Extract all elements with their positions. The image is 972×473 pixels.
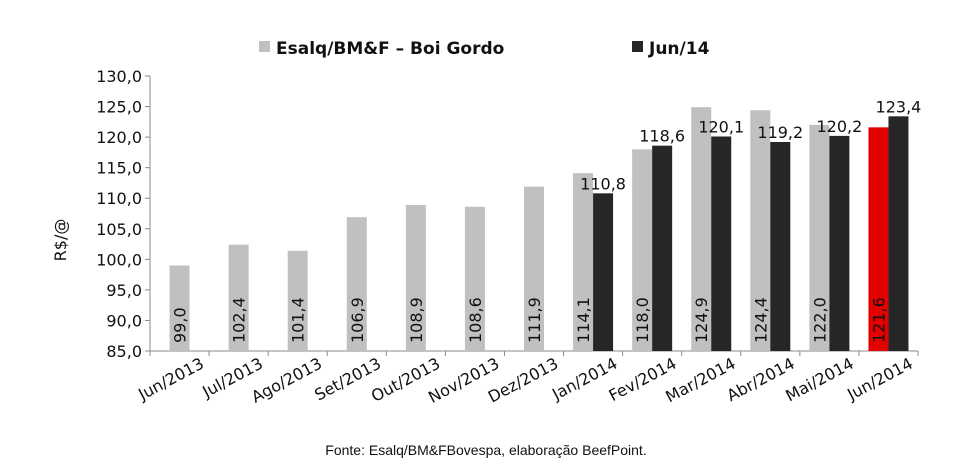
data-label-esalq: 99,0: [171, 307, 190, 343]
bar-esalq: [809, 124, 830, 351]
legend-swatch-esalq: [259, 41, 270, 52]
legend-label-esalq: Esalq/BM&F – Boi Gordo: [276, 39, 504, 59]
data-label-esalq: 124,9: [692, 297, 711, 343]
bar-esalq: [524, 186, 544, 351]
data-label-jun14: 120,2: [816, 117, 862, 136]
x-tick-label: Jun/2014: [843, 354, 916, 405]
legend-swatch-jun14: [632, 41, 643, 52]
x-tick-label: Mai/2014: [782, 354, 856, 406]
bars: [169, 107, 909, 352]
y-tick-label: 90,0: [106, 311, 142, 330]
bar-jun14: [593, 193, 614, 351]
legend-label-jun14: Jun/14: [648, 39, 710, 59]
y-tick-label: 95,0: [106, 281, 142, 300]
bar-esalq: [573, 173, 594, 351]
data-label-jun14: 123,4: [876, 97, 922, 116]
data-label-jun14: 120,1: [698, 118, 744, 137]
bar-jun14: [888, 116, 909, 351]
data-label-esalq: 124,4: [751, 297, 770, 343]
data-label-esalq: 106,9: [348, 297, 367, 343]
bar-esalq: [228, 244, 249, 351]
y-tick-label: 115,0: [96, 159, 142, 178]
bar-jun14: [652, 145, 673, 351]
data-label-esalq: 111,9: [525, 297, 544, 343]
data-label-jun14: 118,6: [639, 127, 685, 146]
y-tick-label: 100,0: [96, 250, 142, 269]
y-tick-label: 105,0: [96, 220, 142, 239]
bar-jun14: [711, 136, 732, 351]
legend: Esalq/BM&F – Boi Gordo Jun/14: [259, 39, 710, 59]
data-label-esalq: 101,4: [289, 297, 308, 343]
y-tick-label: 120,0: [96, 128, 142, 147]
bar-esalq: [691, 107, 712, 352]
data-label-esalq: 122,0: [810, 297, 829, 343]
data-label-jun14: 110,8: [580, 174, 626, 193]
source-note: Fonte: Esalq/BM&FBovespa, elaboração Bee…: [325, 442, 647, 458]
data-label-esalq: 114,1: [574, 297, 593, 343]
data-label-esalq: 118,0: [633, 297, 652, 343]
bar-esalq: [287, 250, 308, 351]
axes: 85,0 90,0 95,0 100,0 105,0 110,0 115,0 120,0 125…: [96, 67, 919, 407]
x-tick-label: Jun/2013: [134, 354, 207, 405]
bar-esalq: [346, 217, 367, 351]
chart: Esalq/BM&F – Boi Gordo Jun/14 R$/@ 85,0 9…: [51, 39, 922, 407]
data-label-esalq: 121,6: [869, 297, 888, 343]
y-axis-title: R$/@: [51, 219, 70, 262]
bar-esalq: [632, 149, 653, 351]
labels: 99,0 102,4 101,4 106,9 108,9 108,6 111,9 114,1 1…: [171, 97, 922, 343]
y-tick-label: 130,0: [96, 67, 142, 86]
bar-jun14: [770, 142, 791, 351]
data-label-esalq: 102,4: [230, 297, 249, 343]
y-tick-label: 110,0: [96, 189, 142, 208]
bar-jun14: [829, 135, 850, 351]
bar-esalq: [464, 206, 485, 351]
data-label-esalq: 108,6: [466, 297, 485, 343]
y-tick-label: 125,0: [96, 98, 142, 117]
bar-esalq: [169, 265, 190, 351]
data-label-jun14: 119,2: [757, 123, 803, 142]
bar-esalq: [750, 110, 771, 351]
bar-esalq: [405, 204, 426, 351]
y-tick-label: 85,0: [106, 342, 142, 361]
data-label-esalq: 108,9: [407, 297, 426, 343]
bar-esalq: [868, 127, 889, 351]
